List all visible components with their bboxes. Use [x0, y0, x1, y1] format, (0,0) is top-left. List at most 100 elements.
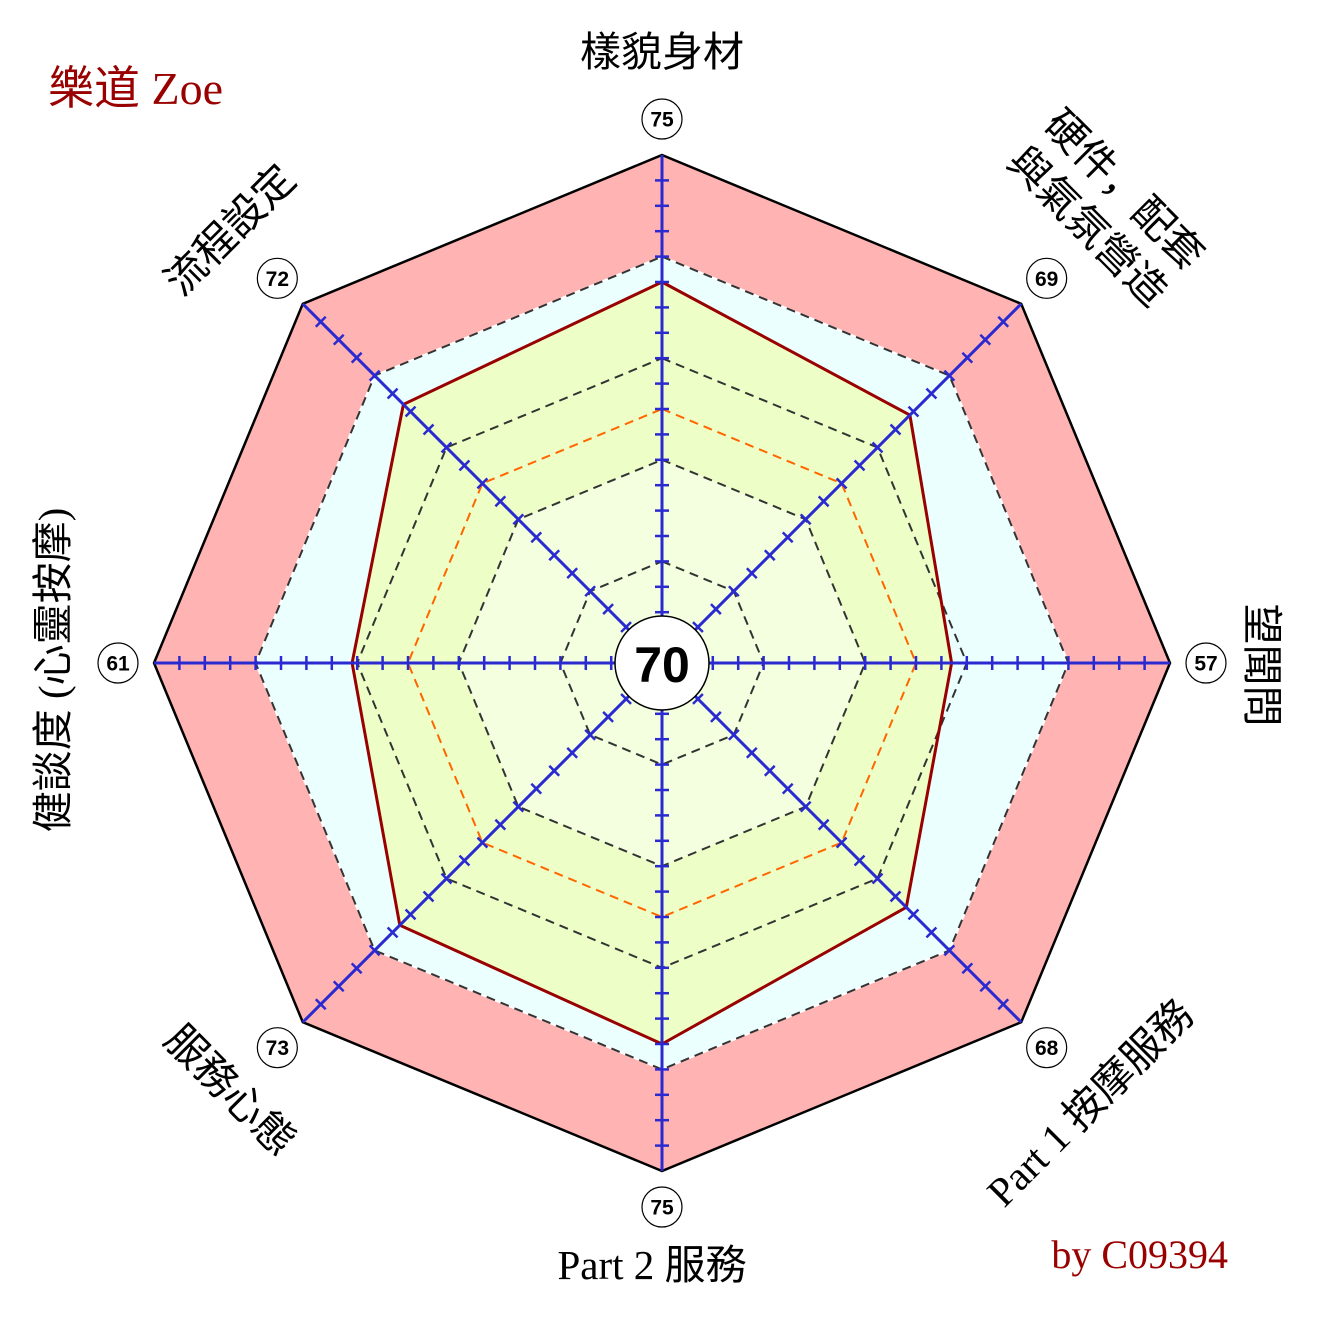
axis-tick — [494, 495, 507, 508]
axis-tick — [692, 693, 704, 705]
axis-tick — [817, 495, 830, 508]
axis-tick — [368, 944, 381, 957]
axis-tick — [763, 764, 776, 777]
axis-tick — [961, 962, 974, 975]
axis-tick — [853, 854, 866, 867]
axis-tick — [871, 441, 884, 454]
axis-tick — [925, 926, 938, 939]
axis-tick — [422, 890, 435, 903]
grid-ring — [254, 255, 1070, 1071]
axis-tick — [925, 387, 938, 400]
grid-ring-highlight — [406, 407, 918, 919]
axis-tick — [548, 764, 561, 777]
axis-tick — [476, 477, 489, 490]
value-label: 69 — [1035, 268, 1058, 291]
axis-tick — [979, 980, 992, 993]
value-badge-circle — [641, 1186, 683, 1228]
value-badge-circle — [1026, 1027, 1068, 1069]
axis-tick — [512, 513, 525, 526]
axis-tick — [476, 836, 489, 849]
value-badge: 73 — [256, 1027, 298, 1069]
axis-tick — [799, 800, 812, 813]
axis-tick — [907, 908, 920, 921]
axis-tick — [314, 315, 327, 328]
center-score: 70 — [614, 615, 710, 711]
axis-tick — [386, 926, 399, 939]
axis-label: Part 2 服務 — [557, 1242, 746, 1288]
axis-tick — [440, 872, 453, 885]
chart-title: 樂道 Zoe — [48, 63, 223, 114]
axis-label: 健談度 (心靈按摩) — [30, 508, 76, 833]
center-score-circle — [614, 615, 710, 711]
axis — [655, 155, 669, 663]
axis-tick — [584, 729, 596, 741]
axis-tick — [781, 782, 794, 795]
axis-label-line: 健談度 (心靈按摩) — [30, 508, 76, 833]
axis-tick — [997, 315, 1010, 328]
axis-tick — [692, 621, 704, 633]
axis-tick — [728, 729, 740, 741]
axis-tick — [889, 890, 902, 903]
axis-tick — [584, 585, 596, 597]
axis-tick — [763, 549, 776, 562]
value-label: 75 — [650, 109, 674, 132]
center-score-value: 70 — [634, 637, 690, 693]
axis-tick — [458, 854, 471, 867]
axis — [301, 302, 664, 665]
axis-tick — [440, 441, 453, 454]
axis-tick — [530, 782, 543, 795]
value-badge: 75 — [641, 1186, 683, 1228]
axis-label-line: 望聞問 — [1239, 604, 1285, 727]
axis-tick — [817, 818, 830, 831]
value-badge-circle — [1185, 642, 1227, 684]
axis-tick — [835, 477, 848, 490]
axis-label: 望聞問 — [1239, 604, 1285, 727]
axis-tick — [548, 549, 561, 562]
axis-tick — [907, 405, 920, 418]
axis-tick — [404, 908, 417, 921]
axis-label-line: Part 2 服務 — [557, 1242, 746, 1288]
grid-ring — [559, 560, 765, 766]
axis-tick — [620, 693, 632, 705]
axis-tick — [943, 369, 956, 382]
axis-tick — [620, 621, 632, 633]
value-badge: 61 — [97, 642, 139, 684]
value-badge-circle — [641, 98, 683, 140]
axis-tick — [350, 962, 363, 975]
value-badge-circle — [97, 642, 139, 684]
axis-tick — [332, 333, 345, 346]
axis-tick — [979, 333, 992, 346]
value-label: 72 — [266, 268, 289, 291]
axis-tick — [332, 980, 345, 993]
axis-tick — [961, 351, 974, 364]
axis-tick — [745, 746, 758, 759]
axis-tick — [512, 800, 525, 813]
axis-tick — [835, 836, 848, 849]
axis-tick — [745, 567, 758, 580]
axes-layer — [154, 155, 1170, 1171]
value-badge-circle — [256, 257, 298, 299]
value-badge-circle — [1026, 257, 1068, 299]
axis-tick — [368, 369, 381, 382]
axis — [655, 663, 669, 1171]
axis-tick — [853, 459, 866, 472]
axis-tick — [458, 459, 471, 472]
axis-tick — [889, 423, 902, 436]
axis-tick — [566, 567, 579, 580]
value-badge: 57 — [1185, 642, 1227, 684]
value-badge-circle — [256, 1027, 298, 1069]
axis-tick — [710, 711, 722, 723]
axis — [662, 656, 1170, 670]
axis-tick — [386, 387, 399, 400]
axis-tick — [781, 531, 794, 544]
axis-tick — [530, 531, 543, 544]
axis-label: 樣貌身材 — [580, 29, 744, 75]
axis-tick — [602, 603, 614, 615]
value-label: 61 — [106, 653, 130, 676]
value-label: 75 — [650, 1197, 674, 1220]
axis-tick — [943, 944, 956, 957]
axis-tick — [566, 746, 579, 759]
value-badges: 75 69 57 68 75 73 61 72 — [97, 98, 1227, 1228]
axis — [154, 656, 662, 670]
